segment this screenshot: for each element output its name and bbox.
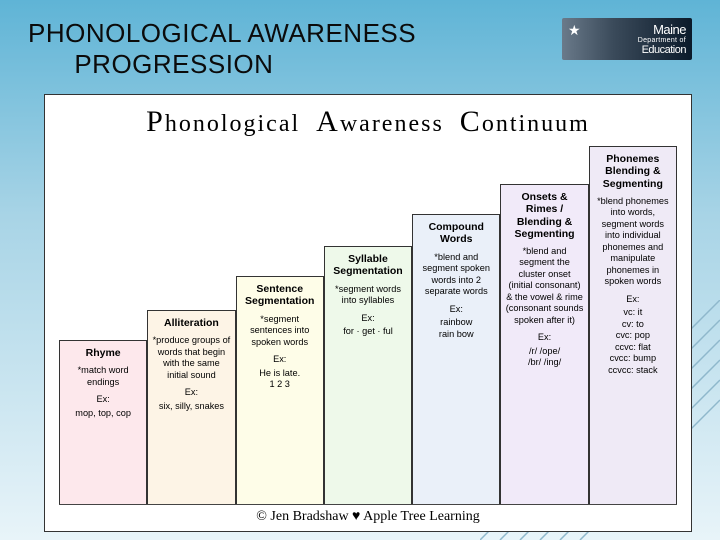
column-body: *produce groups of words that begin with… bbox=[152, 335, 230, 414]
column-desc: *segment words into syllables bbox=[329, 284, 407, 307]
chart-credit: © Jen Bradshaw ♥ Apple Tree Learning bbox=[59, 505, 677, 527]
logo-line-3: Education bbox=[642, 44, 686, 56]
continuum-chart: Phonological Awareness Continuum Rhyme *m… bbox=[44, 94, 692, 532]
logo-line-1: Maine bbox=[653, 22, 686, 37]
chart-title-word1: honological bbox=[165, 111, 300, 137]
column-body: *match word endings Ex: mop, top, cop bbox=[64, 365, 142, 421]
column-body: *blend and segment the cluster onset (in… bbox=[505, 246, 583, 371]
column-body: *segment words into syllables Ex:for · ge… bbox=[329, 284, 407, 340]
column-exlabel: Ex: bbox=[417, 304, 495, 316]
column-desc: *blend and segment the cluster onset (in… bbox=[505, 246, 583, 327]
chart-title: Phonological Awareness Continuum bbox=[59, 105, 677, 139]
column-exlabel: Ex: bbox=[152, 387, 230, 399]
maine-doe-logo: ★ Maine Department of Education bbox=[562, 18, 692, 60]
column-example: vc: it cv: to cvc: pop ccvc: flat cvcc: … bbox=[594, 307, 672, 376]
column-body: *segment sentences into spoken words Ex: H… bbox=[241, 314, 319, 393]
column-example: mop, top, cop bbox=[64, 408, 142, 420]
continuum-column: Sentence Segmentation *segment sentences … bbox=[236, 276, 324, 504]
chart-title-word3: ontinuum bbox=[482, 111, 590, 137]
column-desc: *match word endings bbox=[64, 365, 142, 388]
continuum-column: Phonemes Blending & Segmenting *blend pho… bbox=[589, 146, 677, 504]
columns-row: Rhyme *match word endings Ex: mop, top, cop… bbox=[59, 147, 677, 505]
column-body: *blend and segment spoken words into 2 s… bbox=[417, 252, 495, 343]
continuum-column: Onsets & Rimes / Blending & Segmenting *b… bbox=[500, 184, 588, 504]
column-desc: *blend phonemes into words, segment word… bbox=[594, 196, 672, 288]
title-line-2: PROGRESSION bbox=[74, 49, 273, 79]
column-body: *blend phonemes into words, segment word… bbox=[594, 196, 672, 379]
column-example: six, silly, snakes bbox=[152, 401, 230, 413]
column-head: Alliteration bbox=[164, 317, 219, 329]
column-head: Rhyme bbox=[86, 347, 121, 359]
column-desc: *blend and segment spoken words into 2 s… bbox=[417, 252, 495, 298]
column-head: Compound Words bbox=[417, 221, 495, 245]
column-exlabel: Ex: bbox=[64, 394, 142, 406]
column-exlabel: Ex: bbox=[329, 313, 407, 325]
column-desc: *produce groups of words that begin with… bbox=[152, 335, 230, 381]
column-exlabel: Ex: bbox=[505, 332, 583, 344]
slide-title: PHONOLOGICAL AWARENESS PROGRESSION bbox=[28, 18, 416, 80]
continuum-column: Alliteration *produce groups of words tha… bbox=[147, 310, 235, 504]
column-head: Syllable Segmentation bbox=[329, 253, 407, 277]
logo-line-2: Department of bbox=[638, 37, 686, 44]
continuum-column: Compound Words *blend and segment spoken … bbox=[412, 214, 500, 504]
column-exlabel: Ex: bbox=[241, 354, 319, 366]
column-desc: *segment sentences into spoken words bbox=[241, 314, 319, 349]
column-example: He is late. 1 2 3 bbox=[241, 368, 319, 391]
column-example: rainbow rain bow bbox=[417, 317, 495, 340]
column-example: for · get · ful bbox=[329, 326, 407, 338]
column-head: Phonemes Blending & Segmenting bbox=[594, 153, 672, 189]
chart-title-word2: wareness bbox=[340, 111, 444, 137]
title-line-1: PHONOLOGICAL AWARENESS bbox=[28, 18, 416, 48]
column-example: /r/ /ope/ /br/ /ing/ bbox=[505, 346, 583, 369]
continuum-column: Rhyme *match word endings Ex: mop, top, cop bbox=[59, 340, 147, 504]
continuum-column: Syllable Segmentation *segment words into… bbox=[324, 246, 412, 504]
column-head: Onsets & Rimes / Blending & Segmenting bbox=[505, 191, 583, 239]
star-icon: ★ bbox=[568, 22, 581, 39]
slide-header: PHONOLOGICAL AWARENESS PROGRESSION ★ Mai… bbox=[0, 0, 720, 86]
column-exlabel: Ex: bbox=[594, 294, 672, 306]
column-head: Sentence Segmentation bbox=[241, 283, 319, 307]
